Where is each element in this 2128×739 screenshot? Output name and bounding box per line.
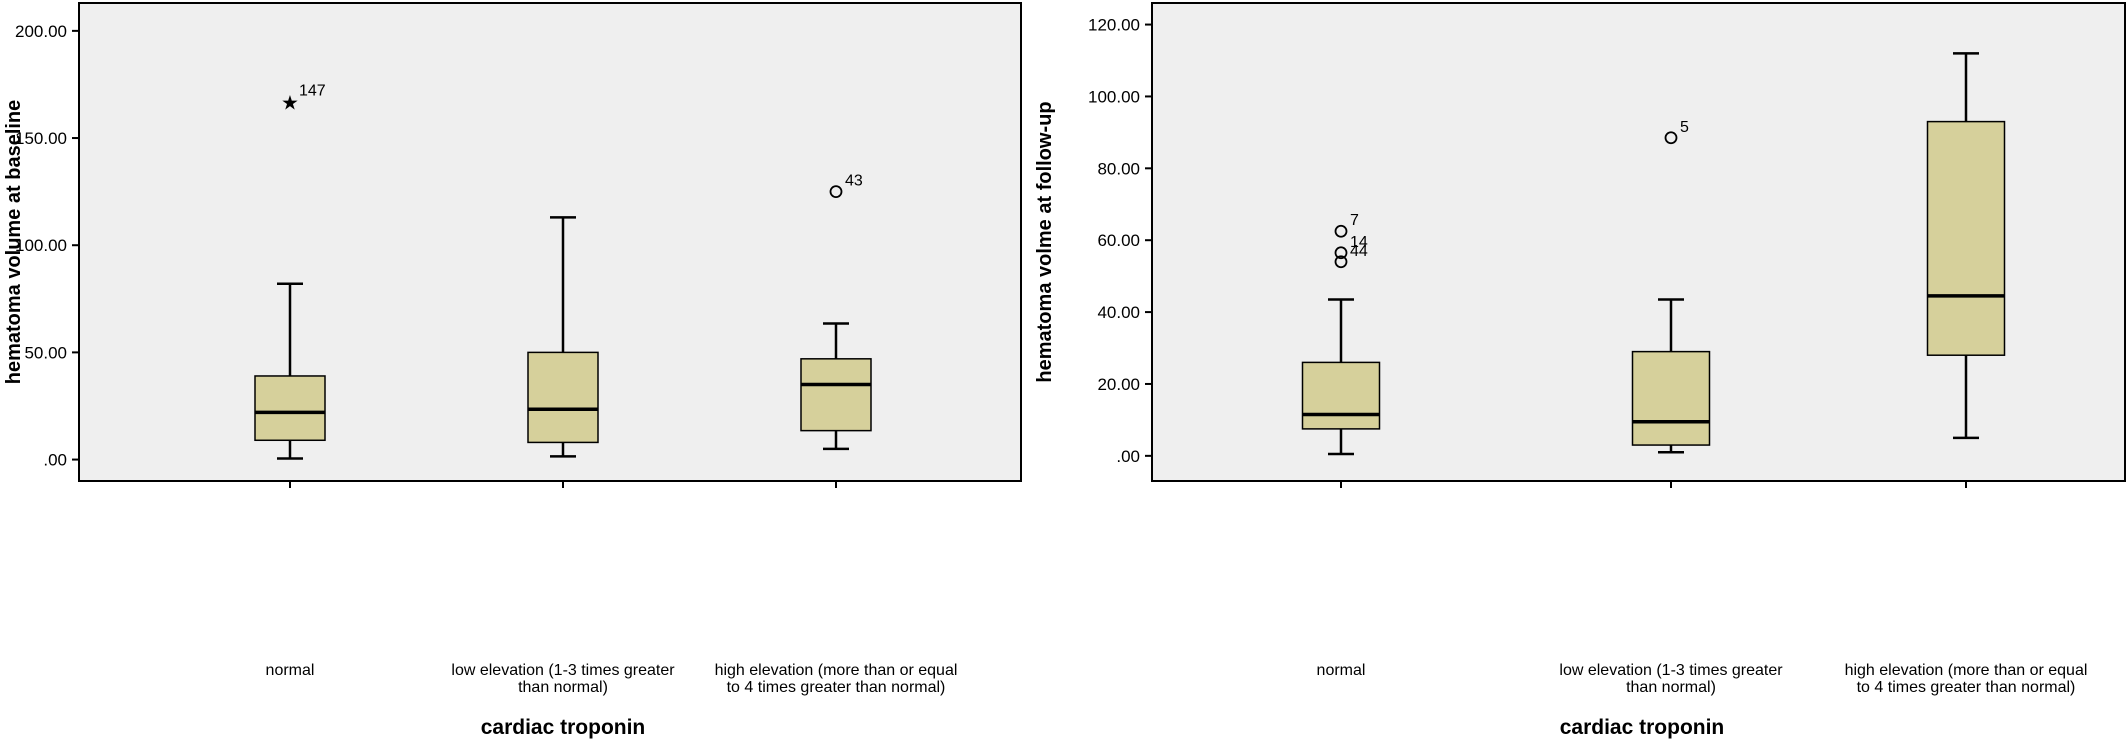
x-category-label: to 4 times greater than normal) [1857, 679, 2076, 696]
x-category-label: low elevation (1-3 times greater [1559, 662, 1783, 679]
outlier-marker [1334, 224, 1348, 238]
y-tick-label: .00 [1116, 447, 1140, 466]
iqr-box [800, 358, 872, 432]
x-category-label: to 4 times greater than normal) [727, 679, 946, 696]
outlier-label: 44 [1350, 243, 1368, 260]
y-tick-label: 100.00 [15, 236, 67, 255]
x-category-label: high elevation (more than or equal [715, 662, 958, 679]
outlier-marker [1334, 246, 1348, 260]
outlier-marker [1334, 255, 1348, 269]
follow-up-boxplot-panel: .00 20.00 40.00 60.00 80.00 100.00 120.00 norma… [1034, 2, 2126, 739]
y-tick-label: 60.00 [1097, 231, 1140, 250]
x-category-label: low elevation (1-3 times greater [451, 662, 675, 679]
y-tick-label: 20.00 [1097, 375, 1140, 394]
iqr-box [1926, 120, 2006, 356]
x-category-label: high elevation (more than or equal [1845, 662, 2088, 679]
outlier-marker [829, 185, 843, 199]
y-axis-title: hematoma volme at follow-up [1034, 101, 1056, 382]
x-category-label: normal [1317, 662, 1366, 679]
y-tick-label: 40.00 [1097, 303, 1140, 322]
outlier-label: 14 [1350, 234, 1368, 251]
y-axis-title: hematoma volume at baseline [3, 100, 25, 385]
outlier-label: 5 [1680, 119, 1689, 136]
y-tick-label: 120.00 [1088, 16, 1140, 35]
y-tick-label: 80.00 [1097, 159, 1140, 178]
outlier-label: 43 [845, 173, 863, 190]
iqr-box [1631, 350, 1711, 446]
y-tick-label: 100.00 [1088, 87, 1140, 106]
x-category-label: normal [266, 662, 315, 679]
box-2 [527, 216, 599, 458]
iqr-box [254, 375, 326, 442]
box-3 [1926, 52, 2006, 440]
outlier-label: 7 [1350, 212, 1359, 229]
x-category-label: than normal) [1626, 679, 1716, 696]
outlier-label: 147 [299, 83, 326, 100]
box-1 [254, 282, 326, 460]
x-axis-title: cardiac troponin [481, 716, 646, 739]
iqr-box [527, 351, 599, 444]
outlier-marker [1664, 131, 1678, 145]
extreme-outlier-marker: ★ [281, 91, 299, 115]
x-category-label: than normal) [518, 679, 608, 696]
y-tick-label: 200.00 [15, 22, 67, 41]
y-tick-label: 150.00 [15, 129, 67, 148]
y-tick-label: .00 [43, 451, 67, 470]
x-axis-title: cardiac troponin [1560, 716, 1725, 739]
y-tick-label: 50.00 [24, 343, 67, 362]
baseline-boxplot-panel: .00 50.00 100.00 150.00 200.00 normal low elev… [3, 2, 1022, 739]
box-2 [1631, 298, 1711, 454]
box-1 [1301, 298, 1381, 456]
box-3 [800, 322, 872, 451]
iqr-box [1301, 361, 1381, 430]
